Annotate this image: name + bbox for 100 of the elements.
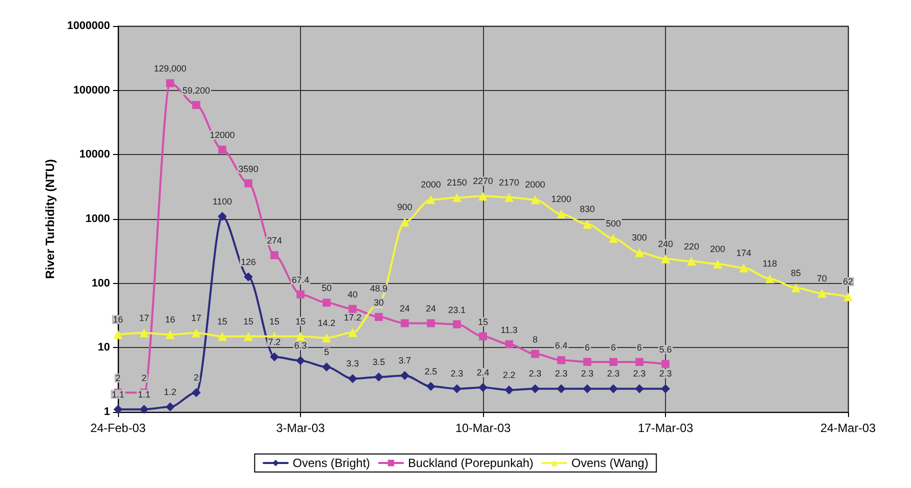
x-tick-label: 24-Feb-03 bbox=[90, 421, 146, 435]
data-label: 118 bbox=[762, 258, 777, 269]
point bbox=[530, 195, 540, 204]
data-label: 6.3 bbox=[294, 340, 307, 351]
point bbox=[166, 330, 175, 340]
point bbox=[192, 388, 201, 398]
data-label: 5 bbox=[324, 347, 330, 358]
data-label: 1200 bbox=[551, 194, 572, 204]
point bbox=[634, 248, 644, 258]
legend-label: Ovens (Wang) bbox=[571, 456, 648, 470]
point bbox=[348, 304, 357, 313]
point bbox=[140, 328, 149, 338]
point bbox=[348, 374, 358, 384]
x-tick-label: 10-Mar-03 bbox=[455, 421, 511, 435]
point bbox=[218, 212, 227, 221]
point bbox=[244, 179, 252, 188]
data-label: 2.3 bbox=[528, 368, 542, 379]
point bbox=[504, 385, 514, 394]
data-label: 3.3 bbox=[346, 358, 359, 369]
data-label: 15 bbox=[217, 316, 228, 326]
y-axis-title: River Turbidity (NTU) bbox=[43, 159, 57, 279]
point bbox=[608, 384, 618, 394]
data-label: 1100 bbox=[212, 196, 232, 206]
point bbox=[765, 274, 774, 284]
data-label: 2.4 bbox=[476, 368, 490, 378]
data-label: 2000 bbox=[525, 180, 546, 190]
point bbox=[322, 333, 332, 342]
data-label: 6 bbox=[610, 342, 616, 352]
data-label: 8 bbox=[532, 334, 538, 344]
data-label: 174 bbox=[736, 248, 752, 258]
point bbox=[114, 330, 122, 340]
point bbox=[608, 234, 618, 243]
data-label: 6 bbox=[584, 342, 590, 352]
data-label: 16 bbox=[112, 314, 124, 325]
point bbox=[713, 259, 722, 268]
data-label: 240 bbox=[658, 238, 674, 249]
data-label: 67.4 bbox=[292, 274, 310, 285]
data-label: 62 bbox=[842, 276, 854, 287]
point bbox=[609, 358, 618, 366]
data-label: 17 bbox=[139, 312, 150, 323]
x-tick-label: 17-Mar-03 bbox=[638, 421, 694, 435]
data-label: 50 bbox=[322, 283, 332, 294]
point bbox=[556, 209, 566, 218]
point bbox=[218, 146, 226, 154]
point bbox=[270, 352, 279, 362]
point bbox=[140, 404, 149, 414]
data-label: 15 bbox=[269, 316, 280, 326]
x-tick-label: 24-Mar-03 bbox=[820, 421, 876, 435]
point bbox=[400, 319, 409, 328]
data-label: 2.3 bbox=[633, 368, 646, 379]
data-label: 2.2 bbox=[502, 370, 516, 380]
point bbox=[218, 332, 227, 341]
data-label: 16 bbox=[165, 314, 176, 325]
data-label: 17.2 bbox=[344, 312, 362, 323]
point bbox=[166, 402, 175, 412]
data-label: 3590 bbox=[238, 164, 258, 174]
y-tick-label: 1000000 bbox=[67, 20, 110, 32]
data-label: 48.9 bbox=[370, 283, 388, 294]
point bbox=[531, 350, 540, 358]
point bbox=[426, 195, 436, 204]
data-label: 14.2 bbox=[318, 318, 336, 328]
point bbox=[400, 370, 410, 380]
data-label: 15 bbox=[478, 316, 488, 327]
point bbox=[635, 358, 644, 366]
y-tick-label: 10 bbox=[98, 342, 110, 354]
point bbox=[374, 312, 383, 321]
data-label: 2150 bbox=[446, 178, 467, 188]
data-label: 24 bbox=[426, 304, 436, 314]
y-tick-label: 1 bbox=[104, 406, 110, 418]
data-label: 126 bbox=[240, 256, 256, 267]
data-label: 59,200 bbox=[182, 85, 210, 96]
point bbox=[348, 328, 358, 338]
point bbox=[192, 328, 201, 338]
data-label: 2 bbox=[194, 372, 199, 383]
point bbox=[661, 384, 670, 394]
point bbox=[426, 382, 436, 391]
data-label: 5.6 bbox=[659, 344, 672, 354]
data-label: 2 bbox=[142, 373, 147, 384]
legend-label: Buckland (Porepunkah) bbox=[408, 456, 534, 470]
data-label: 6 bbox=[636, 342, 642, 352]
point bbox=[192, 100, 200, 109]
y-tick-label: 1000 bbox=[86, 213, 110, 225]
point bbox=[844, 292, 852, 302]
data-label: 200 bbox=[710, 244, 726, 254]
x-tick-label: 3-Mar-03 bbox=[276, 421, 326, 435]
point bbox=[426, 319, 435, 328]
point bbox=[322, 362, 332, 372]
point bbox=[244, 272, 253, 282]
data-label: 2.3 bbox=[607, 368, 620, 379]
data-label: 85 bbox=[790, 268, 801, 278]
point bbox=[582, 384, 592, 394]
legend-label: Ovens (Bright) bbox=[292, 456, 370, 470]
point bbox=[505, 340, 514, 348]
data-label: 300 bbox=[632, 232, 647, 243]
point bbox=[530, 384, 540, 394]
point bbox=[661, 254, 670, 264]
point bbox=[504, 192, 514, 202]
point bbox=[478, 383, 488, 392]
point bbox=[296, 356, 305, 366]
y-tick-label: 10000 bbox=[79, 148, 110, 161]
